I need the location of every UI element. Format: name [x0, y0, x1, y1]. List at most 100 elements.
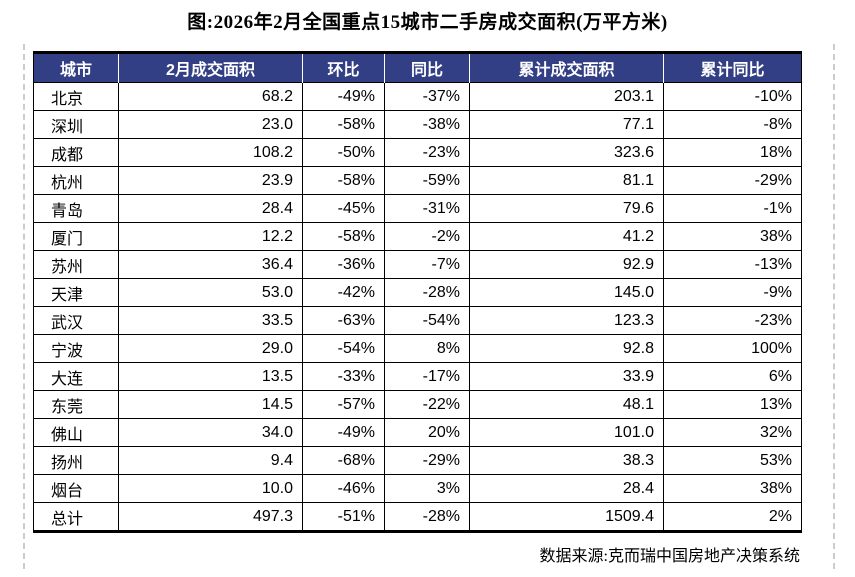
value-cell: 34.0 — [118, 418, 303, 447]
value-cell: -31% — [384, 194, 470, 223]
value-cell: 203.1 — [469, 82, 664, 111]
value-cell: -45% — [302, 194, 385, 223]
table-row: 成都 108.2 -50% -23% 323.6 18% — [33, 138, 802, 167]
value-cell: 41.2 — [469, 222, 664, 251]
page-break-line-right — [833, 44, 835, 569]
value-cell: -1% — [663, 194, 802, 223]
value-cell: -7% — [384, 250, 470, 279]
city-name-cell: 天津 — [33, 278, 119, 307]
value-cell: 13.5 — [118, 362, 303, 391]
value-cell: -58% — [302, 110, 385, 139]
value-cell: -23% — [663, 306, 802, 335]
value-cell: 12.2 — [118, 222, 303, 251]
value-cell: -50% — [302, 138, 385, 167]
value-cell: -49% — [302, 82, 385, 111]
value-cell: -59% — [384, 166, 470, 195]
value-cell: 323.6 — [469, 138, 664, 167]
city-name-cell: 东莞 — [33, 390, 119, 419]
city-name-cell: 厦门 — [33, 222, 119, 251]
value-cell: 1509.4 — [469, 502, 664, 532]
value-cell: -9% — [663, 278, 802, 307]
value-cell: 23.0 — [118, 110, 303, 139]
city-name-cell: 佛山 — [33, 418, 119, 447]
value-cell: 14.5 — [118, 390, 303, 419]
city-name-cell: 烟台 — [33, 474, 119, 503]
value-cell: -57% — [302, 390, 385, 419]
value-cell: -29% — [384, 446, 470, 475]
value-cell: 77.1 — [469, 110, 664, 139]
value-cell: 79.6 — [469, 194, 664, 223]
value-cell: 81.1 — [469, 166, 664, 195]
city-name-cell: 北京 — [33, 82, 119, 111]
value-cell: -23% — [384, 138, 470, 167]
table-row: 青岛 28.4 -45% -31% 79.6 -1% — [33, 194, 802, 223]
city-name-cell: 总计 — [33, 502, 119, 532]
value-cell: -54% — [302, 334, 385, 363]
city-name-cell: 苏州 — [33, 250, 119, 279]
table-row: 苏州 36.4 -36% -7% 92.9 -13% — [33, 250, 802, 279]
value-cell: 101.0 — [469, 418, 664, 447]
value-cell: 3% — [384, 474, 470, 503]
value-cell: 497.3 — [118, 502, 303, 532]
city-name-cell: 成都 — [33, 138, 119, 167]
value-cell: 92.8 — [469, 334, 664, 363]
value-cell: -10% — [663, 82, 802, 111]
value-cell: -38% — [384, 110, 470, 139]
value-cell: 2% — [663, 502, 802, 532]
city-transactions-table: 城市 2月成交面积 环比 同比 累计成交面积 累计同比 北京 68.2 -49% -37% 203… — [33, 51, 802, 533]
table-total-row: 总计 497.3 -51% -28% 1509.4 2% — [33, 502, 802, 532]
table-row: 武汉 33.5 -63% -54% 123.3 -23% — [33, 306, 802, 335]
value-cell: -36% — [302, 250, 385, 279]
value-cell: 28.4 — [469, 474, 664, 503]
value-cell: -28% — [384, 502, 470, 532]
value-cell: -29% — [663, 166, 802, 195]
value-cell: 10.0 — [118, 474, 303, 503]
value-cell: 33.5 — [118, 306, 303, 335]
column-header-1: 2月成交面积 — [118, 52, 303, 83]
table-row: 天津 53.0 -42% -28% 145.0 -9% — [33, 278, 802, 307]
value-cell: -54% — [384, 306, 470, 335]
value-cell: -13% — [663, 250, 802, 279]
value-cell: -46% — [302, 474, 385, 503]
value-cell: -63% — [302, 306, 385, 335]
city-name-cell: 青岛 — [33, 194, 119, 223]
table-row: 扬州 9.4 -68% -29% 38.3 53% — [33, 446, 802, 475]
table-row: 东莞 14.5 -57% -22% 48.1 13% — [33, 390, 802, 419]
page-break-line-left — [23, 44, 25, 569]
column-header-3: 同比 — [384, 52, 470, 83]
value-cell: 92.9 — [469, 250, 664, 279]
value-cell: -28% — [384, 278, 470, 307]
city-name-cell: 大连 — [33, 362, 119, 391]
column-header-4: 累计成交面积 — [469, 52, 664, 83]
table-row: 杭州 23.9 -58% -59% 81.1 -29% — [33, 166, 802, 195]
table-row: 宁波 29.0 -54% 8% 92.8 100% — [33, 334, 802, 363]
value-cell: -8% — [663, 110, 802, 139]
column-header-0: 城市 — [33, 52, 119, 83]
table-row: 厦门 12.2 -58% -2% 41.2 38% — [33, 222, 802, 251]
value-cell: 53.0 — [118, 278, 303, 307]
value-cell: 108.2 — [118, 138, 303, 167]
value-cell: -17% — [384, 362, 470, 391]
value-cell: -33% — [302, 362, 385, 391]
value-cell: -22% — [384, 390, 470, 419]
value-cell: 6% — [663, 362, 802, 391]
value-cell: 32% — [663, 418, 802, 447]
value-cell: 38% — [663, 222, 802, 251]
value-cell: 28.4 — [118, 194, 303, 223]
value-cell: 123.3 — [469, 306, 664, 335]
table-row: 大连 13.5 -33% -17% 33.9 6% — [33, 362, 802, 391]
value-cell: 53% — [663, 446, 802, 475]
value-cell: 100% — [663, 334, 802, 363]
city-name-cell: 扬州 — [33, 446, 119, 475]
value-cell: 9.4 — [118, 446, 303, 475]
value-cell: -37% — [384, 82, 470, 111]
value-cell: 8% — [384, 334, 470, 363]
value-cell: -51% — [302, 502, 385, 532]
value-cell: 38% — [663, 474, 802, 503]
column-header-2: 环比 — [302, 52, 385, 83]
figure-title: 图:2026年2月全国重点15城市二手房成交面积(万平方米) — [187, 12, 668, 33]
value-cell: 18% — [663, 138, 802, 167]
table-row: 北京 68.2 -49% -37% 203.1 -10% — [33, 82, 802, 111]
value-cell: -58% — [302, 166, 385, 195]
